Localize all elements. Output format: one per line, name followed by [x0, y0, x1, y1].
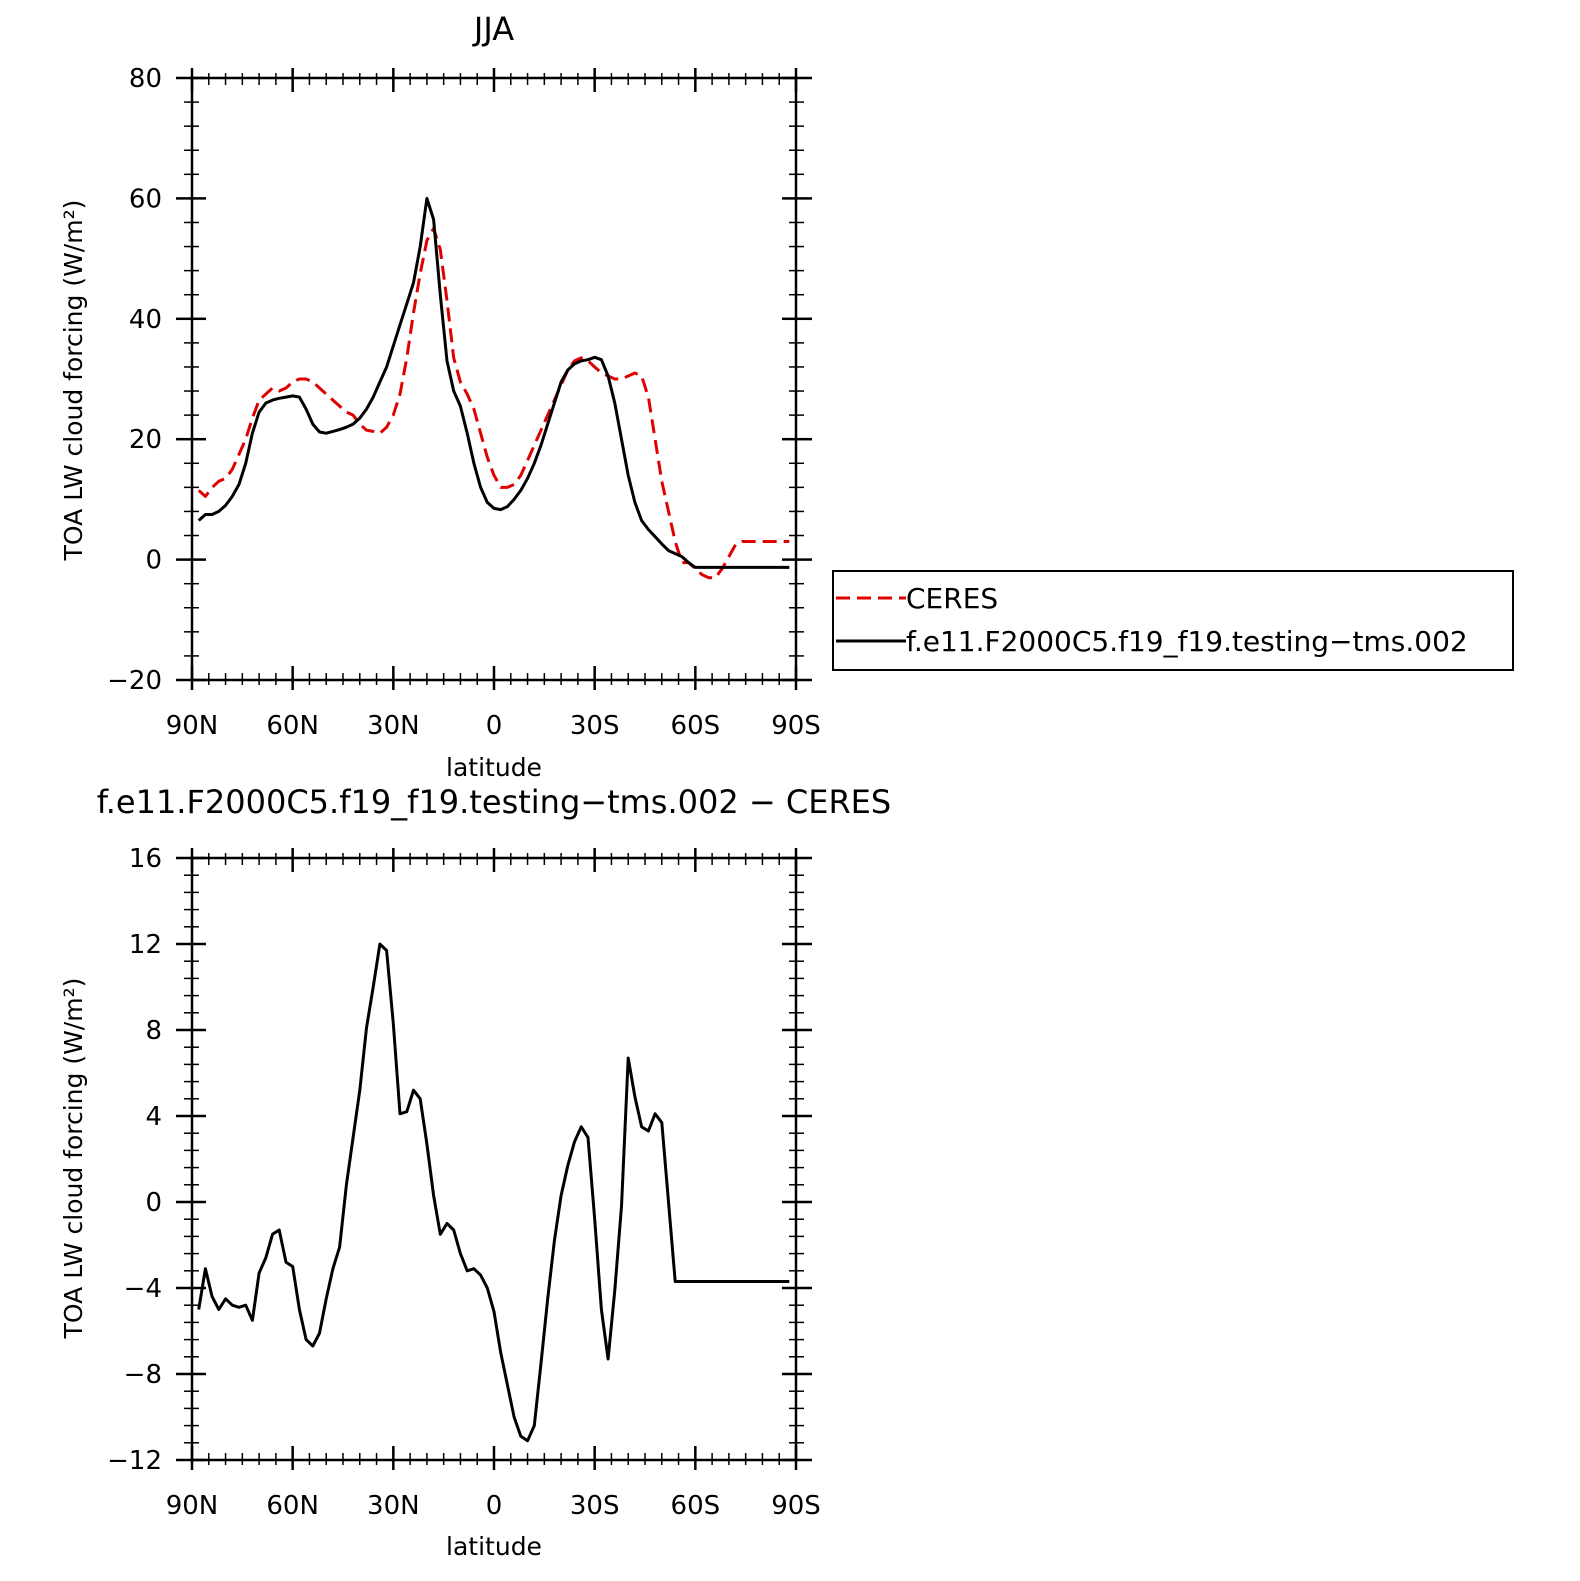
bottom-x-tick-label: 60N	[266, 1491, 319, 1521]
bottom-y-tick-label: 0	[145, 1188, 162, 1218]
bottom-panel: f.e11.F2000C5.f19_f19.testing−tms.002 − …	[59, 783, 891, 1561]
top-panel: JJA 90N 60N 30N 0 30S 60S 90S −20 0 20 40 60 80 lati…	[59, 10, 821, 782]
top-x-tick-label: 90N	[166, 711, 219, 741]
top-lines	[197, 196, 790, 580]
bottom-x-tick-label: 30S	[570, 1491, 620, 1521]
top-y-tick-label: 0	[145, 546, 162, 576]
bottom-y-tick-label: 12	[129, 930, 162, 960]
top-y-tick-label: 80	[129, 64, 162, 94]
bottom-y-tick-label: −12	[107, 1446, 162, 1476]
bottom-x-tick-label: 60S	[671, 1491, 721, 1521]
top-panel-title: JJA	[472, 10, 514, 48]
bottom-y-tick-label: 8	[145, 1016, 162, 1046]
top-x-tick-label: 30S	[570, 711, 620, 741]
bottom-ticks: 90N 60N 30N 0 30S 60S 90S −12 −8 −4 0 4 8 12 16	[107, 844, 821, 1521]
top-series-line-1	[197, 196, 790, 569]
top-y-tick-label: 60	[129, 184, 162, 214]
bottom-y-tick-label: −8	[124, 1360, 162, 1390]
bottom-x-tick-label: 30N	[367, 1491, 420, 1521]
top-y-axis-label: TOA LW cloud forcing (W/m²)	[59, 200, 88, 562]
top-x-tick-label: 90S	[771, 711, 821, 741]
bottom-x-tick-label: 90N	[166, 1491, 219, 1521]
legend-label-model: f.e11.F2000C5.f19_f19.testing−tms.002	[906, 625, 1468, 658]
top-x-tick-label: 0	[486, 711, 503, 741]
bottom-y-tick-label: 16	[129, 844, 162, 874]
top-y-tick-label: −20	[107, 666, 162, 696]
bottom-y-tick-label: −4	[124, 1274, 162, 1304]
bottom-panel-title: f.e11.F2000C5.f19_f19.testing−tms.002 − …	[97, 783, 891, 821]
top-ticks: 90N 60N 30N 0 30S 60S 90S −20 0 20 40 60 80	[107, 64, 821, 741]
bottom-y-axis-label: TOA LW cloud forcing (W/m²)	[59, 978, 88, 1340]
legend-box	[832, 570, 1514, 671]
bottom-series-line-0	[197, 942, 790, 1443]
top-x-tick-label: 30N	[367, 711, 420, 741]
top-x-axis-label: latitude	[446, 753, 542, 782]
bottom-plot-frame	[190, 856, 798, 1462]
legend: CERES f.e11.F2000C5.f19_f19.testing−tms.…	[832, 570, 1514, 671]
bottom-x-axis-label: latitude	[446, 1532, 542, 1561]
bottom-x-tick-label: 0	[486, 1491, 503, 1521]
bottom-x-tick-label: 90S	[771, 1491, 821, 1521]
top-x-tick-label: 60N	[266, 711, 319, 741]
top-plot-frame	[190, 76, 798, 682]
bottom-lines	[197, 942, 790, 1443]
top-x-tick-label: 60S	[671, 711, 721, 741]
legend-label-ceres: CERES	[906, 582, 998, 615]
top-y-tick-label: 40	[129, 305, 162, 335]
bottom-y-tick-label: 4	[145, 1102, 162, 1132]
top-series-line-0	[197, 227, 790, 580]
top-y-tick-label: 20	[129, 425, 162, 455]
